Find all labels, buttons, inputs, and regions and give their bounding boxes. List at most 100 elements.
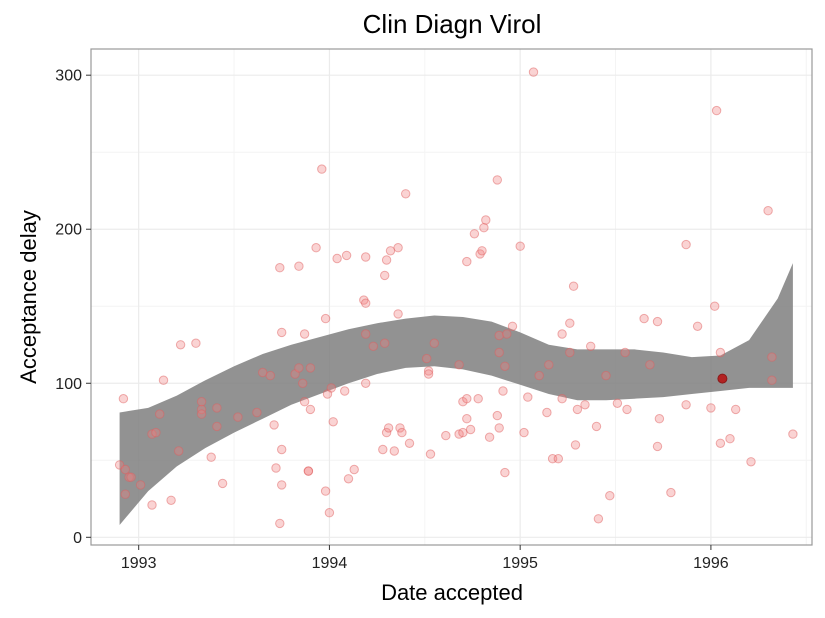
data-point [502, 329, 512, 339]
data-point [731, 404, 741, 415]
data-point [341, 250, 352, 261]
data-point [568, 281, 579, 291]
data-point [507, 321, 518, 331]
data-point [528, 67, 539, 77]
data-point [378, 444, 388, 455]
data-point [158, 375, 169, 385]
data-point [767, 352, 777, 362]
data-point [462, 414, 472, 424]
data-point [422, 353, 432, 364]
data-point [332, 253, 342, 264]
data-point [395, 423, 405, 433]
data-point [711, 105, 722, 116]
data-point [746, 457, 756, 467]
data-point [654, 414, 665, 424]
data-point [473, 394, 483, 404]
data-point [767, 375, 777, 385]
x-axis-title: Date accepted [381, 580, 523, 605]
data-point [328, 417, 338, 427]
data-point [423, 366, 434, 376]
chart-title: Clin Diagn Virol [363, 9, 542, 39]
data-point [126, 472, 136, 482]
data-point [477, 246, 487, 256]
data-point [361, 378, 371, 388]
data-point [265, 370, 275, 381]
data-point [553, 454, 563, 464]
data-point [151, 427, 161, 438]
data-point [534, 370, 544, 381]
data-point [275, 263, 285, 273]
data-point [303, 466, 314, 476]
data-point [196, 409, 207, 419]
y-axis-ticks: 0 100 200 300 [55, 68, 91, 547]
panel-border [90, 48, 813, 546]
data-point [605, 491, 615, 501]
data-point [361, 252, 371, 262]
y-tick-label: 200 [55, 222, 82, 239]
panel-frame [90, 48, 813, 546]
data-point [479, 223, 489, 233]
data-point [557, 394, 567, 404]
data-point [622, 404, 632, 415]
data-point [212, 421, 222, 432]
x-tick-label: 1993 [121, 555, 157, 572]
data-point [788, 429, 798, 439]
data-point [423, 369, 434, 379]
data-point [706, 403, 716, 413]
data-point [393, 309, 403, 319]
data-point [196, 404, 207, 415]
highlight-point [717, 373, 728, 384]
x-axis-ticks: 1993 1994 1995 1996 [121, 545, 729, 572]
data-point [361, 329, 371, 339]
data-point [494, 423, 504, 433]
data-point [294, 261, 304, 271]
data-point [305, 404, 316, 415]
data-point [601, 370, 611, 381]
data-point [196, 397, 207, 407]
data-point [175, 340, 186, 350]
data-point [275, 518, 285, 529]
data-point [465, 424, 476, 435]
data-point [591, 421, 602, 432]
data-point [692, 321, 703, 331]
data-point [380, 338, 390, 348]
data-point [191, 338, 201, 348]
x-tick-label: 1996 [693, 555, 729, 572]
data-point [666, 487, 676, 498]
data-point [380, 270, 390, 281]
data-point [155, 409, 165, 419]
data-point [565, 347, 575, 358]
data-point [320, 486, 331, 496]
data-point [174, 446, 184, 456]
data-point [389, 446, 399, 456]
data-point [343, 474, 354, 484]
data-point [383, 423, 394, 433]
data-point [326, 383, 336, 393]
data-point [492, 410, 502, 421]
data-point [217, 478, 228, 489]
data-point [652, 441, 663, 452]
data-point [317, 164, 327, 174]
data-point [481, 215, 491, 225]
data-point [299, 329, 310, 339]
data-point [381, 255, 392, 265]
data-point [277, 444, 287, 455]
data-point [120, 489, 131, 499]
data-point [441, 430, 451, 441]
data-point [381, 427, 392, 438]
data-point [500, 361, 510, 371]
data-point [340, 386, 350, 396]
data-point [469, 229, 480, 239]
data-point [652, 316, 663, 327]
data-point [404, 438, 415, 448]
data-point [294, 363, 304, 373]
data-point [681, 239, 691, 250]
data-point [715, 347, 726, 358]
data-point [570, 440, 581, 450]
data-point [681, 400, 691, 410]
data-point [523, 392, 533, 402]
data-point [397, 427, 407, 438]
data-point [572, 404, 583, 415]
data-point [206, 452, 216, 462]
